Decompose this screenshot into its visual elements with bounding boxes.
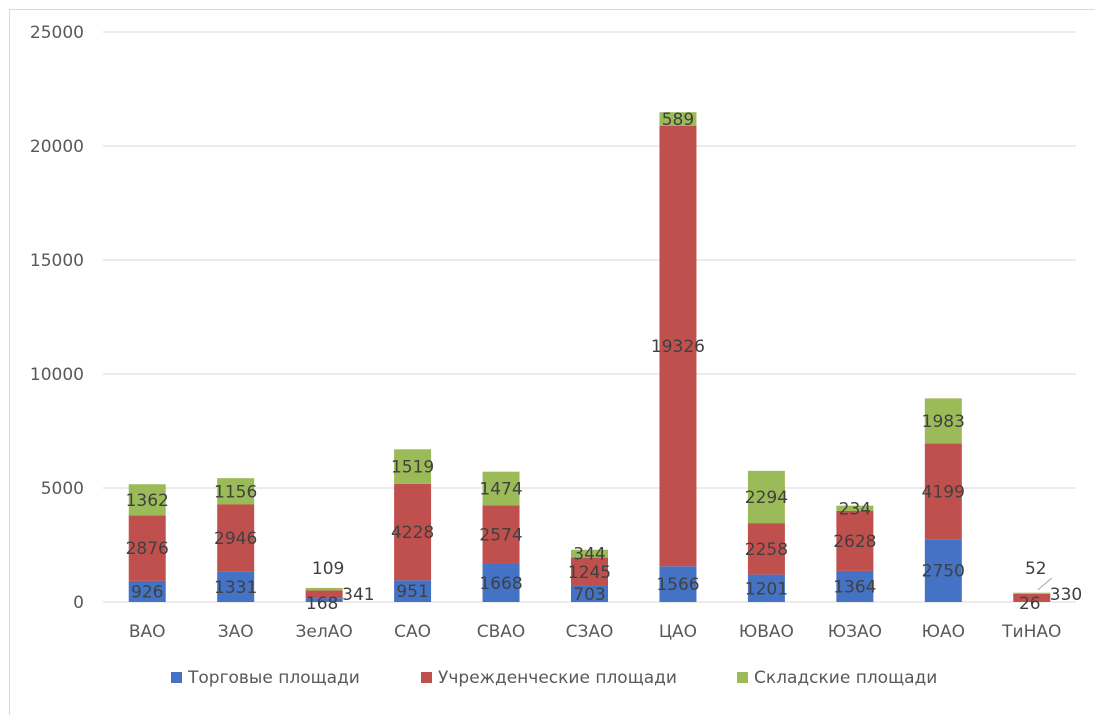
bar-segment: [747, 523, 785, 575]
legend-swatch: [421, 672, 432, 683]
bar-segment: [394, 449, 432, 484]
bar-segment: [659, 125, 697, 567]
bar-segment: [571, 549, 608, 558]
bar-segment: [482, 505, 520, 564]
data-label: 703: [573, 585, 605, 605]
data-label: 341: [342, 585, 374, 605]
stacked-bar-chart: 0 5000 10000 15000 20000 25000 ВАО ЗАО ЗелАО САО С…: [30, 23, 1083, 688]
x-tick-label: ЮАО: [922, 622, 965, 642]
leader-line: [1037, 577, 1053, 591]
bar-segment: [128, 484, 166, 516]
bar-segment: [659, 566, 697, 602]
bar-segment: [836, 510, 874, 571]
data-label: 1519: [391, 458, 434, 478]
bar-segment: [924, 443, 962, 540]
x-tick-label: СВАО: [477, 622, 526, 642]
y-tick-label: 0: [73, 593, 84, 613]
data-label: 330: [1050, 585, 1082, 605]
bar-segment: [128, 580, 166, 602]
bar-segment: [1013, 592, 1051, 594]
data-label: 109: [312, 559, 344, 579]
data-label: 926: [131, 582, 163, 602]
bar-segment: [128, 515, 166, 581]
x-tick-label: ЦАО: [659, 622, 697, 642]
bars: [128, 112, 1051, 602]
bar-segment: [217, 571, 255, 602]
x-tick-label: САО: [394, 622, 431, 642]
bar-segment: [571, 557, 608, 586]
bar-segment: [1013, 593, 1051, 602]
data-label: 2294: [745, 488, 788, 508]
legend-label: Торговые площади: [187, 668, 360, 688]
bar-segment: [1013, 601, 1051, 602]
data-label: 344: [573, 545, 605, 565]
data-label: 1668: [479, 574, 522, 594]
bar-segment: [924, 398, 962, 444]
data-label: 1983: [922, 412, 965, 432]
y-tick-label: 10000: [30, 365, 84, 385]
bar-segment: [924, 539, 962, 602]
bar-segment: [394, 483, 432, 581]
bar-segment: [305, 590, 343, 599]
legend-swatch: [171, 672, 182, 683]
data-label: 1331: [214, 578, 257, 598]
x-tick-label: СЗАО: [566, 622, 614, 642]
y-tick-label: 25000: [30, 23, 84, 43]
data-label: 26: [1019, 594, 1041, 614]
data-label: 1362: [126, 491, 169, 511]
data-label: 2750: [922, 562, 965, 582]
legend-label: Складские площади: [754, 668, 937, 688]
data-label: 4228: [391, 523, 434, 543]
data-label: 1474: [479, 479, 522, 499]
data-label: 2628: [833, 532, 876, 552]
legend: Торговые площади Учрежденческие площади Ск…: [171, 668, 937, 688]
bar-segment: [305, 598, 343, 602]
data-label: 1245: [568, 563, 611, 583]
data-label: 1566: [656, 575, 699, 595]
legend-swatch: [737, 672, 748, 683]
x-tick-label: ТиНАО: [1001, 622, 1061, 642]
data-labels: 926 2876 1362 1331 2946 1156 168 341 109 951 4228 1…: [126, 110, 1083, 614]
bar-segment: [305, 587, 343, 591]
bar-segment: [747, 574, 785, 602]
bar-segment: [659, 112, 697, 126]
axes: 0 5000 10000 15000 20000 25000 ВАО ЗАО ЗелАО САО С…: [30, 23, 1076, 642]
bar-segment: [394, 580, 432, 602]
x-tick-label: ЗАО: [218, 622, 254, 642]
y-tick-label: 20000: [30, 137, 84, 157]
x-tick-label: ВАО: [129, 622, 166, 642]
bar-segment: [482, 563, 520, 602]
bar-segment: [571, 585, 608, 602]
x-tick-label: ЮЗАО: [828, 622, 882, 642]
data-label: 4199: [922, 482, 965, 502]
bar-segment: [747, 470, 785, 524]
legend-label: Учрежденческие площади: [438, 668, 677, 688]
data-label: 1201: [745, 579, 788, 599]
data-label: 2258: [745, 540, 788, 560]
data-label: 2946: [214, 529, 257, 549]
bar-segment: [482, 471, 520, 506]
data-label: 234: [839, 499, 871, 519]
x-tick-label: ЮВАО: [739, 622, 794, 642]
x-tick-label: ЗелАО: [296, 622, 353, 642]
data-label: 1156: [214, 482, 257, 502]
chart-frame: 0 5000 10000 15000 20000 25000 ВАО ЗАО ЗелАО САО С…: [9, 9, 1095, 715]
bar-segment: [836, 570, 874, 602]
data-label: 1364: [833, 577, 876, 597]
y-tick-label: 5000: [41, 479, 84, 499]
data-label: 951: [396, 582, 428, 602]
data-label: 2574: [479, 526, 522, 546]
bar-segment: [217, 478, 255, 505]
bar-segment: [836, 505, 874, 511]
data-label: 168: [306, 594, 338, 614]
bar-segment: [217, 504, 255, 572]
data-label: 19326: [651, 337, 705, 357]
data-label: 52: [1025, 559, 1047, 579]
gridlines: [103, 31, 1076, 489]
data-label: 2876: [126, 539, 169, 559]
y-tick-label: 15000: [30, 251, 84, 271]
data-label: 589: [662, 110, 694, 130]
